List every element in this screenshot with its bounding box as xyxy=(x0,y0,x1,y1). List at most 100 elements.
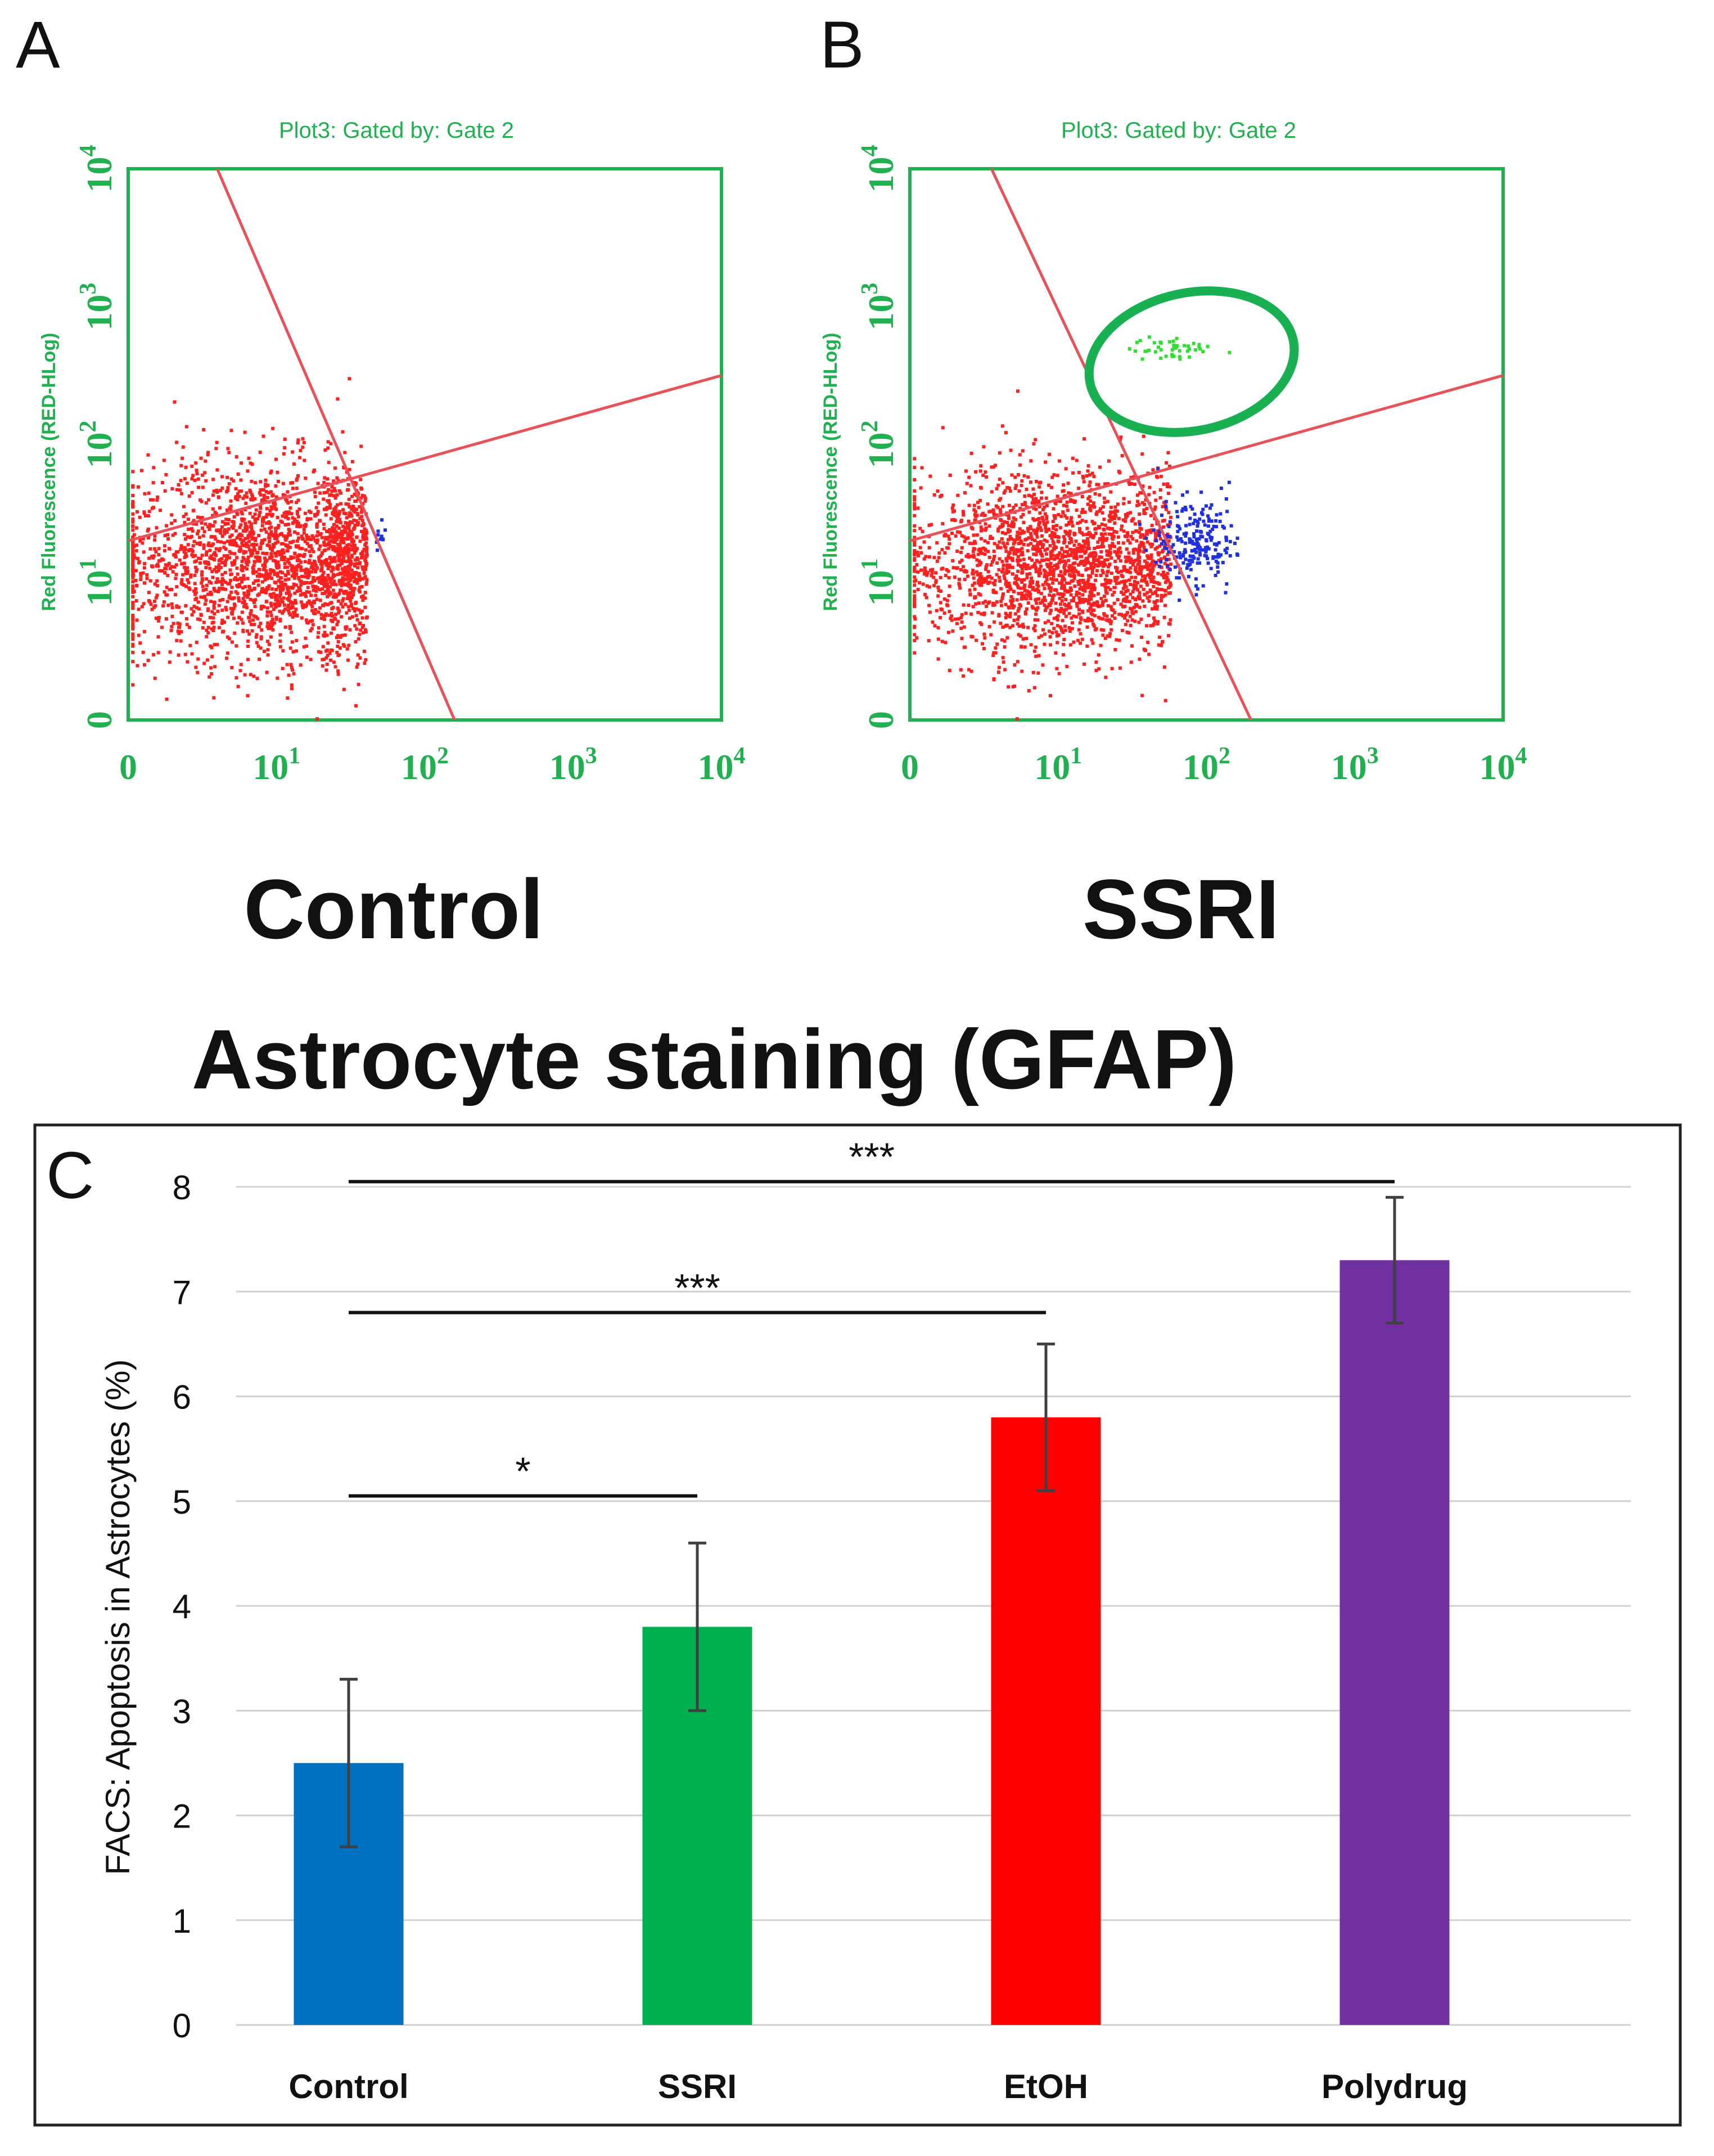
flow-event-dot xyxy=(1098,509,1102,513)
flow-event-dot xyxy=(222,546,226,550)
flow-event-dot xyxy=(156,495,160,499)
flow-y-tick-label: 102 xyxy=(75,421,119,469)
flow-event-dot xyxy=(247,632,251,636)
flow-event-dot xyxy=(962,513,966,517)
flow-event-dot xyxy=(1148,571,1152,575)
flow-event-dot xyxy=(1037,654,1041,658)
flow-event-dot xyxy=(1008,551,1012,555)
flow-event-dot xyxy=(1168,485,1172,489)
flow-event-dot xyxy=(205,658,209,662)
flow-event-dot xyxy=(1224,497,1228,501)
flow-event-dot xyxy=(1077,526,1081,530)
flow-event-dot xyxy=(317,610,321,614)
flow-event-dot xyxy=(179,610,183,614)
flow-event-dot xyxy=(1172,343,1176,347)
flow-event-dot xyxy=(309,554,313,558)
flow-event-dot xyxy=(297,563,301,567)
flow-event-dot xyxy=(1086,502,1090,506)
flow-event-dot xyxy=(336,573,340,577)
flow-event-dot xyxy=(215,570,219,574)
flow-event-dot xyxy=(241,597,245,601)
flow-event-dot xyxy=(1018,602,1022,606)
flow-event-dot xyxy=(939,575,942,579)
flow-event-dot xyxy=(358,561,362,565)
flow-event-dot xyxy=(253,497,257,501)
flow-event-dot xyxy=(1045,562,1049,566)
flow-event-dot xyxy=(1058,526,1062,530)
flow-event-dot xyxy=(285,663,289,667)
flow-event-dot xyxy=(1138,523,1142,526)
flow-event-dot xyxy=(1072,596,1076,600)
flow-event-dot xyxy=(354,704,358,708)
flow-event-dot xyxy=(197,535,201,539)
flow-event-dot xyxy=(328,555,332,559)
flow-event-dot xyxy=(362,624,366,628)
flow-event-dot xyxy=(1051,539,1055,543)
flow-event-dot xyxy=(1114,565,1118,569)
flow-event-dot xyxy=(346,502,350,506)
flow-event-dot xyxy=(1020,645,1023,649)
flow-event-dot xyxy=(992,677,996,681)
flow-event-dot xyxy=(262,493,266,497)
flow-event-dot xyxy=(1106,604,1110,607)
flow-event-dot xyxy=(1056,614,1060,618)
flow-event-dot xyxy=(364,530,368,534)
flow-event-dot xyxy=(1000,570,1004,574)
flow-event-dot xyxy=(1102,594,1106,598)
flow-event-dot xyxy=(1159,560,1163,564)
flow-event-dot xyxy=(1020,669,1024,673)
flow-event-dot xyxy=(238,532,242,536)
flow-event-dot xyxy=(972,553,976,557)
flow-event-dot xyxy=(204,522,208,526)
flow-event-dot xyxy=(1145,624,1149,628)
flow-event-dot xyxy=(364,537,368,541)
flow-event-dot xyxy=(1016,555,1020,559)
flow-event-dot xyxy=(324,612,328,616)
flow-event-dot xyxy=(195,559,199,563)
flow-event-dot xyxy=(1105,549,1109,553)
flow-event-dot xyxy=(279,552,283,556)
flow-event-dot xyxy=(299,663,303,667)
flow-event-dot xyxy=(1127,480,1131,484)
flow-event-dot xyxy=(1126,538,1130,542)
flow-event-dot xyxy=(1149,544,1153,548)
flow-event-dot xyxy=(1040,490,1044,494)
flow-event-dot xyxy=(364,559,368,563)
flow-event-dot xyxy=(1008,611,1012,615)
flow-event-dot xyxy=(305,533,309,537)
flow-event-dot xyxy=(165,586,169,589)
flow-event-dot xyxy=(960,620,964,624)
flow-event-dot xyxy=(1008,584,1012,588)
flow-event-dot xyxy=(349,572,353,576)
flow-event-dot xyxy=(1023,501,1027,505)
flow-event-dot xyxy=(356,662,360,666)
flow-event-dot xyxy=(278,645,282,649)
flow-event-dot xyxy=(1047,483,1051,487)
flow-event-dot xyxy=(976,581,980,585)
flow-event-dot xyxy=(992,550,996,553)
flow-event-dot xyxy=(202,543,206,547)
flow-event-dot xyxy=(1065,664,1069,668)
flow-event-dot xyxy=(332,660,336,664)
flow-event-dot xyxy=(170,513,174,517)
flow-event-dot xyxy=(1030,576,1034,580)
flow-event-dot xyxy=(376,533,380,537)
flow-event-dot xyxy=(341,537,345,541)
flow-event-dot xyxy=(948,537,951,541)
flow-event-dot xyxy=(1131,589,1135,593)
flow-event-dot xyxy=(989,510,993,514)
flow-event-dot xyxy=(1135,603,1139,607)
flow-event-dot xyxy=(361,502,365,506)
flow-event-dot xyxy=(1039,550,1043,553)
flow-event-dot xyxy=(1172,346,1176,350)
flow-event-dot xyxy=(978,621,982,625)
flow-event-dot xyxy=(1080,574,1084,578)
flow-event-dot xyxy=(337,489,341,493)
flow-event-dot xyxy=(1089,532,1093,536)
flow-event-dot xyxy=(1061,555,1065,559)
flow-event-dot xyxy=(206,631,210,635)
flow-event-dot xyxy=(187,549,191,553)
flow-event-dot xyxy=(1056,562,1059,566)
flow-event-dot xyxy=(322,579,326,583)
flow-event-dot xyxy=(1047,558,1050,562)
